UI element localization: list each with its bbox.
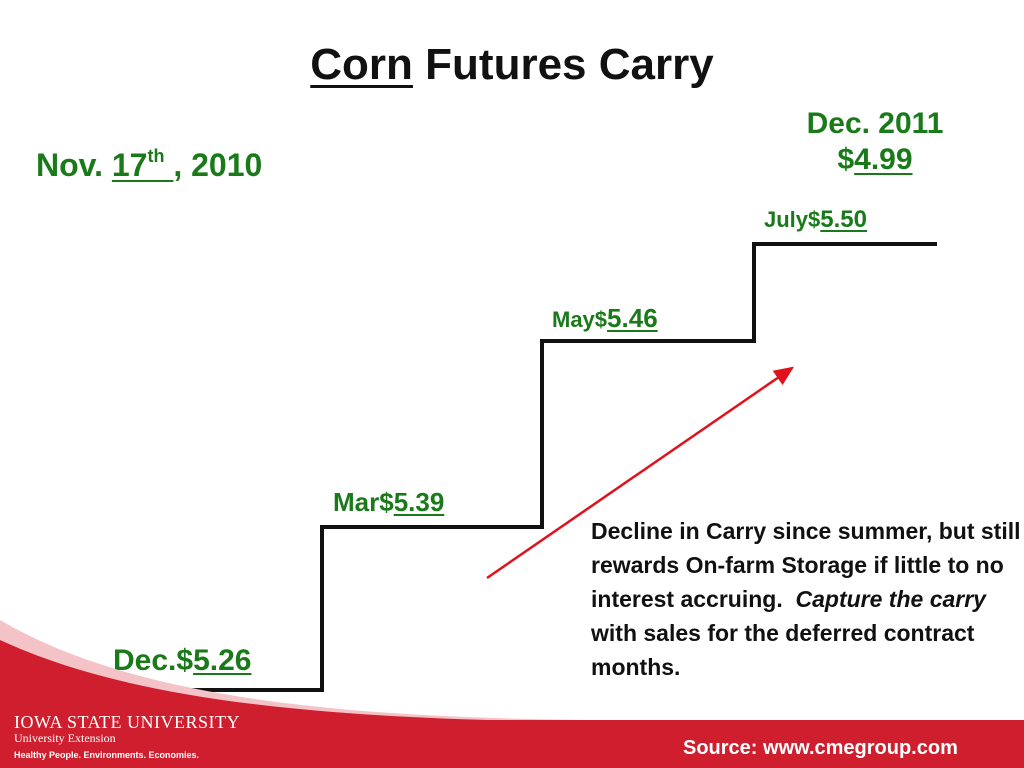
step-price-dec: 5.26 <box>193 644 252 677</box>
footer-bar <box>0 720 1024 768</box>
date-prefix: Nov. <box>36 147 112 183</box>
step-label-july: July$5.50 <box>764 206 867 234</box>
title-corn: Corn <box>310 40 413 89</box>
date-suffix: th <box>147 146 165 166</box>
step-month-dec: Dec.$ <box>113 644 194 677</box>
page-title: Corn Futures Carry <box>0 40 1024 90</box>
note-text-1: Decline in Carry since summer, but still… <box>591 518 1021 612</box>
step-label-mar: Mar$5.39 <box>333 487 444 518</box>
deferred-contract-label: Dec. 2011 $4.99 <box>780 106 970 178</box>
date-day: 17 <box>111 147 148 183</box>
note-emphasis: Capture the carry <box>795 586 986 612</box>
deferred-currency: $ <box>837 143 855 176</box>
step-label-dec: Dec.$5.26 <box>113 644 251 678</box>
step-month-july: July$ <box>764 207 821 232</box>
isu-name: Iowa State University <box>14 712 241 732</box>
date-label: Nov. 17th , 2010 <box>36 146 262 184</box>
isu-extension-logo: Iowa State University University Extensi… <box>14 712 240 760</box>
step-price-july: 5.50 <box>820 206 867 233</box>
isu-tagline: Healthy People. Environments. Economies. <box>14 750 200 760</box>
deferred-price: 4.99 <box>854 143 913 176</box>
step-price-mar: 5.39 <box>393 487 445 517</box>
carry-note: Decline in Carry since summer, but still… <box>591 514 1021 684</box>
futures-step-line <box>103 242 937 692</box>
step-label-may: May$5.46 <box>552 303 658 334</box>
deferred-month: Dec. 2011 <box>806 107 944 140</box>
step-month-mar: Mar$ <box>333 487 394 517</box>
date-day-underlined: 17th <box>111 146 173 183</box>
title-rest: Futures Carry <box>412 40 714 89</box>
note-text-2: with sales for the deferred contract mon… <box>591 620 975 680</box>
date-year: , 2010 <box>173 147 263 183</box>
step-month-may: May$ <box>552 307 608 332</box>
carry-trend-arrow <box>486 366 795 580</box>
source-credit: Source: www.cmegroup.com <box>683 737 958 759</box>
step-price-may: 5.46 <box>607 303 658 333</box>
footer-swoosh <box>0 620 1024 730</box>
isu-unit: University Extension <box>14 731 116 745</box>
deferred-price-line: $4.99 <box>780 142 970 178</box>
